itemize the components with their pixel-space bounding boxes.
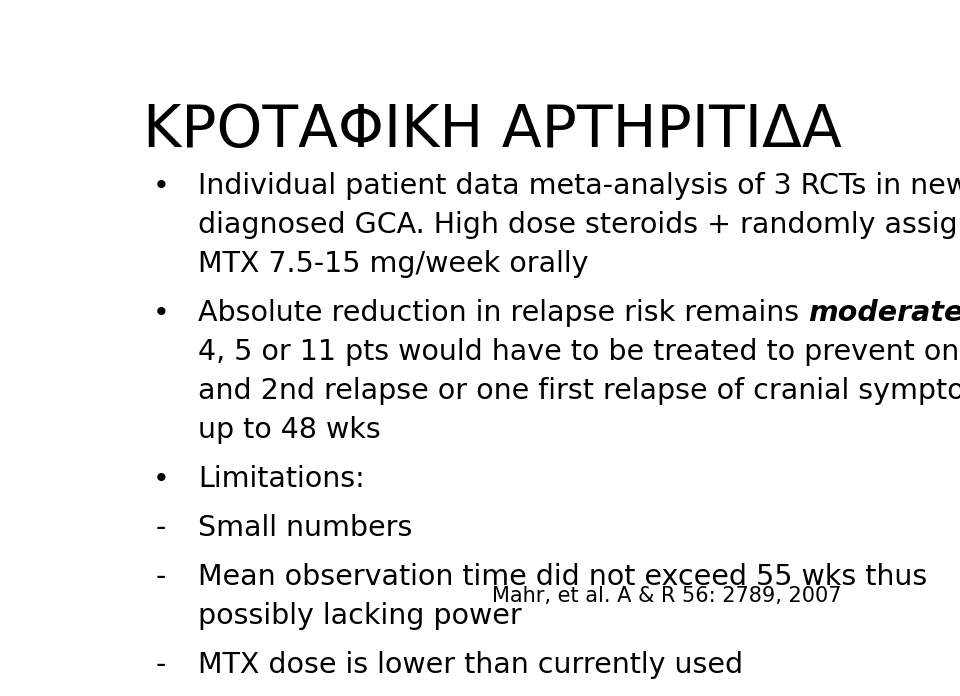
Text: Small numbers: Small numbers (198, 514, 413, 542)
Text: •: • (153, 465, 169, 493)
Text: Absolute reduction in relapse risk remains: Absolute reduction in relapse risk remai… (198, 299, 808, 327)
Text: •: • (153, 172, 169, 200)
Text: moderate: moderate (808, 299, 960, 327)
Text: -: - (156, 562, 166, 591)
Text: -: - (156, 514, 166, 542)
Text: Mahr, et al. A & R 56: 2789, 2007: Mahr, et al. A & R 56: 2789, 2007 (492, 586, 842, 606)
Text: MTX 7.5-15 mg/week orally: MTX 7.5-15 mg/week orally (198, 250, 588, 278)
Text: Individual patient data meta-analysis of 3 RCTs in newly: Individual patient data meta-analysis of… (198, 172, 960, 200)
Text: possibly lacking power: possibly lacking power (198, 602, 522, 630)
Text: 4, 5 or 11 pts would have to be treated to prevent one 1st: 4, 5 or 11 pts would have to be treated … (198, 338, 960, 366)
Text: MTX dose is lower than currently used: MTX dose is lower than currently used (198, 651, 743, 679)
Text: Mean observation time did not exceed 55 wks thus: Mean observation time did not exceed 55 … (198, 562, 927, 591)
Text: Limitations:: Limitations: (198, 465, 365, 493)
Text: ΚΡΟΤΑΦΙΚΗ ΑΡΤΗΡΙΤΙΔΑ: ΚΡΟΤΑΦΙΚΗ ΑΡΤΗΡΙΤΙΔΑ (143, 102, 841, 159)
Text: -: - (156, 651, 166, 679)
Text: up to 48 wks: up to 48 wks (198, 416, 381, 444)
Text: •: • (153, 299, 169, 327)
Text: diagnosed GCA. High dose steroids + randomly assigned: diagnosed GCA. High dose steroids + rand… (198, 211, 960, 239)
Text: and 2nd relapse or one first relapse of cranial symptoms: and 2nd relapse or one first relapse of … (198, 377, 960, 405)
